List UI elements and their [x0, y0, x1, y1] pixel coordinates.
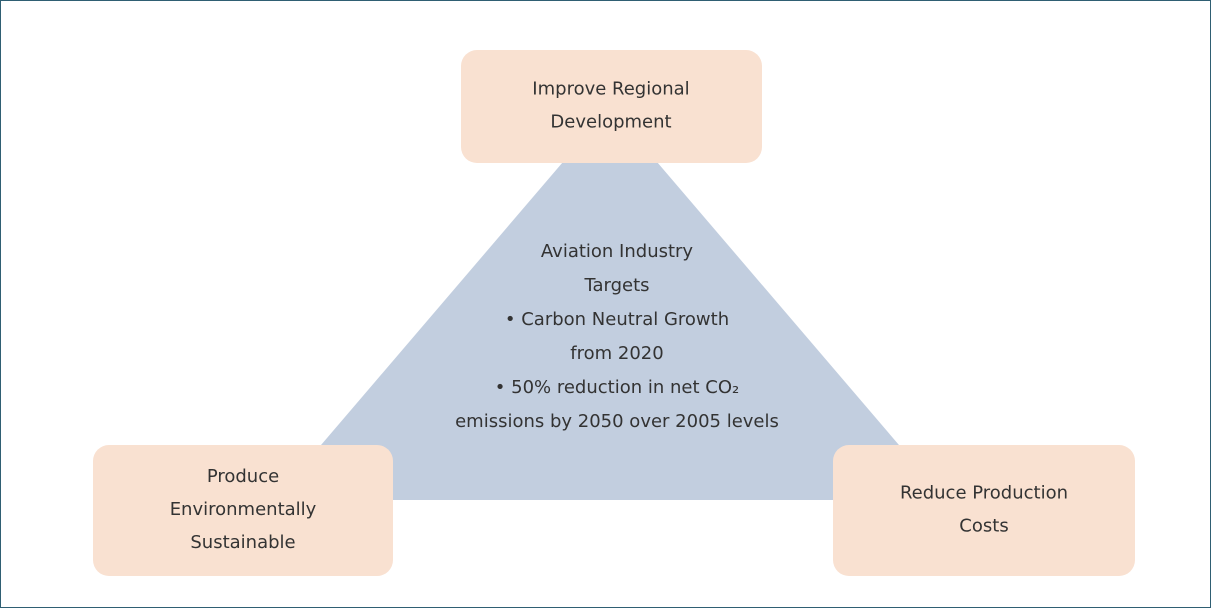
center-text: • 50% reduction in net CO₂ [495, 377, 739, 398]
node-label: Sustainable [190, 532, 295, 553]
node-label: Costs [959, 516, 1008, 537]
center-text: from 2020 [570, 343, 663, 364]
center-text: • Carbon Neutral Growth [505, 309, 729, 330]
node-label: Produce [207, 466, 279, 487]
node-box [833, 445, 1135, 576]
node-box [461, 50, 762, 163]
triangle [274, 107, 946, 500]
node-label: Reduce Production [900, 483, 1068, 504]
node-label: Improve Regional [532, 79, 689, 100]
node-label: Environmentally [170, 499, 317, 520]
center-text: emissions by 2050 over 2005 levels [455, 411, 779, 432]
node-label: Development [550, 112, 671, 133]
center-text: Aviation Industry [541, 241, 694, 262]
center-text: Targets [583, 275, 649, 296]
node-box [93, 445, 393, 576]
